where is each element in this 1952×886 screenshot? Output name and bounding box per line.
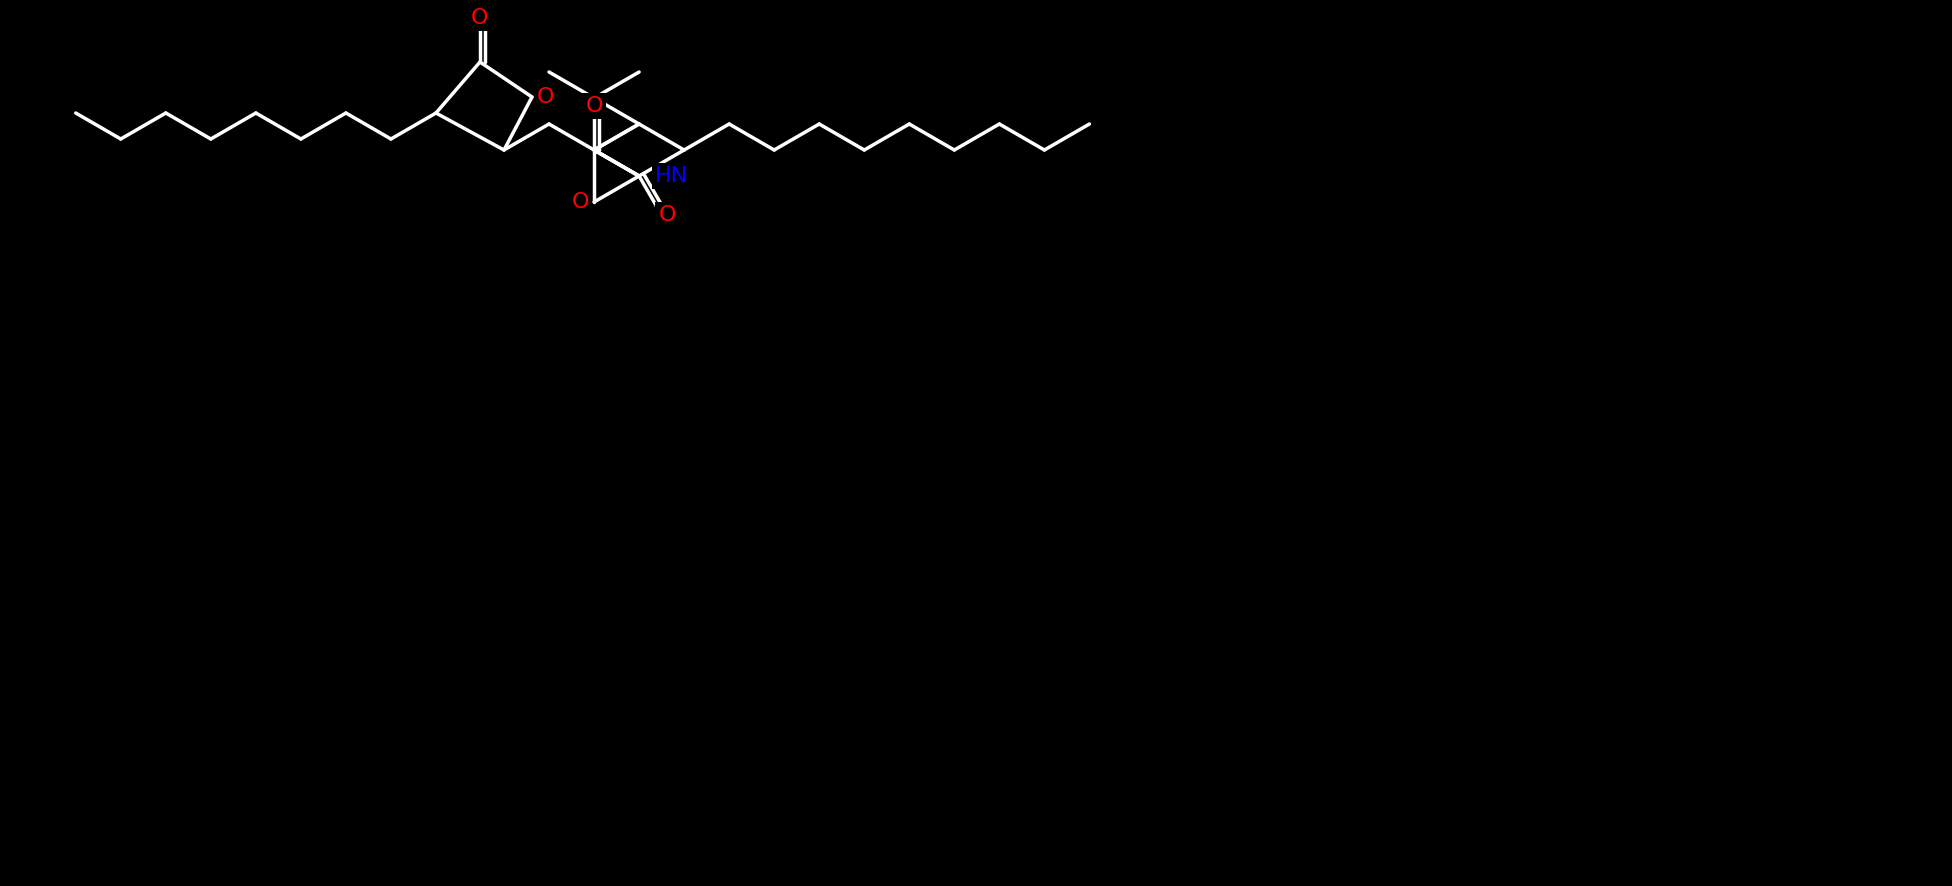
Text: O: O xyxy=(658,205,675,225)
Text: O: O xyxy=(572,192,590,212)
Text: HN: HN xyxy=(656,166,689,186)
Text: O: O xyxy=(470,8,488,28)
Text: O: O xyxy=(537,87,554,107)
Text: O: O xyxy=(586,96,603,116)
